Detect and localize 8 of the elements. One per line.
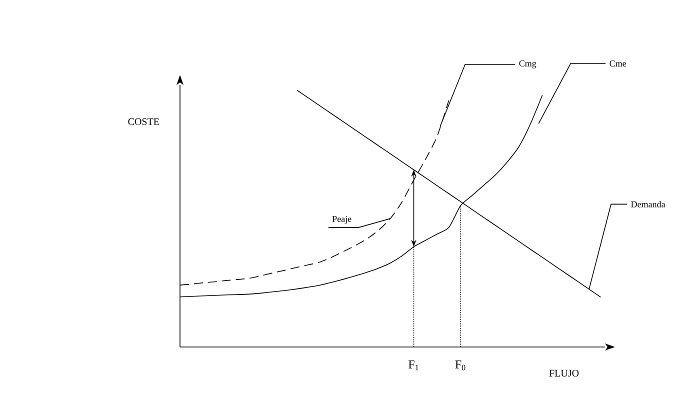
text: Demanda — [631, 201, 666, 208]
x-tick-label: F$_{0}$ — [455, 360, 466, 370]
text: Cme — [610, 60, 626, 67]
x-axis-title: FLUJO — [549, 370, 579, 377]
y-axis-title: COSTE — [128, 118, 159, 126]
annotation: Peaje — [332, 216, 352, 224]
x-tick-label: F$_{1}$ — [408, 360, 418, 370]
text: Cmg — [519, 60, 536, 68]
